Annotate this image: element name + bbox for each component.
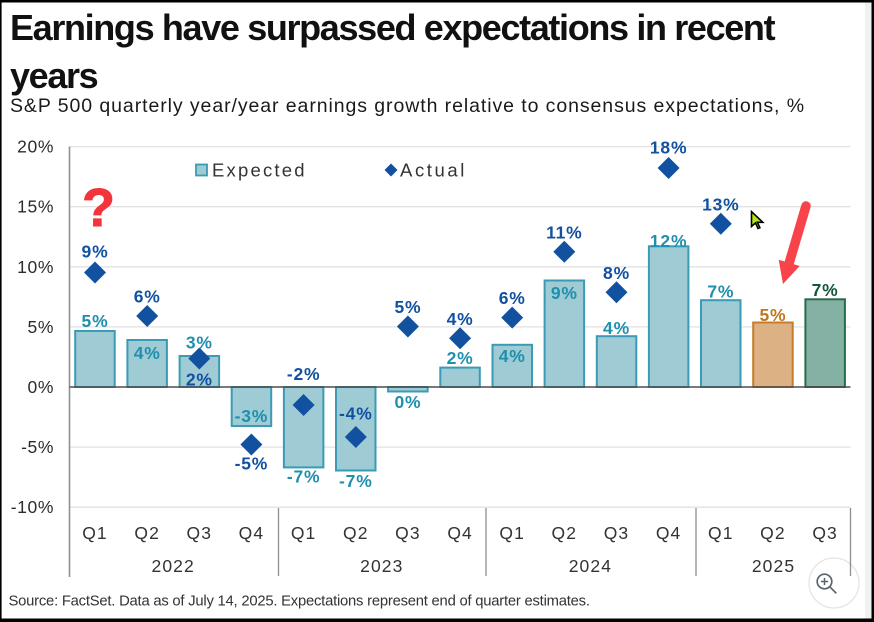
- svg-text:S&P 500 quarterly year/year ea: S&P 500 quarterly year/year earnings gro…: [10, 95, 805, 117]
- svg-text:2%: 2%: [186, 370, 213, 390]
- svg-text:12%: 12%: [650, 231, 687, 251]
- svg-text:9%: 9%: [82, 242, 109, 262]
- svg-text:Source: FactSet. Data as of Ju: Source: FactSet. Data as of July 14, 202…: [9, 594, 590, 610]
- svg-text:Q2: Q2: [552, 523, 578, 543]
- svg-text:9%: 9%: [551, 283, 578, 303]
- svg-text:2%: 2%: [447, 348, 474, 368]
- svg-text:15%: 15%: [17, 197, 54, 217]
- svg-text:7%: 7%: [707, 282, 734, 302]
- svg-text:Q2: Q2: [134, 523, 160, 543]
- svg-text:-3%: -3%: [235, 406, 269, 426]
- svg-text:6%: 6%: [499, 288, 526, 308]
- svg-text:Q3: Q3: [812, 523, 838, 543]
- svg-text:5%: 5%: [759, 305, 786, 325]
- svg-text:13%: 13%: [702, 194, 739, 214]
- svg-text:11%: 11%: [546, 222, 582, 242]
- svg-text:Q1: Q1: [499, 523, 525, 543]
- svg-text:6%: 6%: [134, 287, 161, 307]
- svg-text:0%: 0%: [394, 392, 421, 412]
- svg-text:8%: 8%: [603, 263, 630, 283]
- svg-text:2023: 2023: [360, 556, 403, 576]
- svg-text:Q4: Q4: [447, 523, 473, 543]
- svg-text:18%: 18%: [650, 138, 687, 158]
- svg-text:4%: 4%: [134, 343, 161, 363]
- svg-text:-7%: -7%: [339, 471, 373, 491]
- svg-text:-10%: -10%: [11, 497, 54, 517]
- svg-text:2024: 2024: [569, 556, 612, 576]
- svg-text:Q3: Q3: [395, 523, 421, 543]
- svg-text:Earnings have surpassed expect: Earnings have surpassed expectations in …: [10, 7, 776, 48]
- svg-text:4%: 4%: [447, 309, 474, 329]
- svg-text:Q2: Q2: [760, 523, 786, 543]
- svg-text:0%: 0%: [28, 377, 55, 397]
- svg-text:20%: 20%: [17, 137, 54, 157]
- svg-text:Q4: Q4: [239, 523, 265, 543]
- svg-text:Expected: Expected: [212, 160, 307, 181]
- svg-text:Q2: Q2: [343, 523, 369, 543]
- svg-text:-7%: -7%: [287, 467, 321, 487]
- svg-text:?: ?: [82, 178, 115, 238]
- svg-text:-2%: -2%: [287, 364, 321, 384]
- svg-text:years: years: [10, 55, 98, 96]
- svg-text:5%: 5%: [28, 317, 55, 337]
- svg-text:-4%: -4%: [339, 404, 373, 424]
- svg-text:Actual: Actual: [400, 160, 467, 181]
- svg-text:Q1: Q1: [708, 523, 734, 543]
- svg-text:2022: 2022: [152, 556, 195, 576]
- svg-text:-5%: -5%: [235, 454, 269, 474]
- svg-text:4%: 4%: [499, 346, 526, 366]
- svg-text:3%: 3%: [186, 333, 213, 353]
- svg-text:Q1: Q1: [291, 523, 317, 543]
- svg-text:-5%: -5%: [21, 437, 54, 457]
- svg-text:5%: 5%: [82, 311, 109, 331]
- svg-text:10%: 10%: [17, 257, 54, 277]
- svg-text:2025: 2025: [752, 556, 795, 576]
- svg-text:Q3: Q3: [187, 523, 213, 543]
- svg-text:Q4: Q4: [656, 523, 682, 543]
- svg-text:Q1: Q1: [82, 523, 108, 543]
- svg-text:7%: 7%: [812, 280, 839, 300]
- svg-text:5%: 5%: [394, 297, 421, 317]
- svg-text:4%: 4%: [603, 318, 630, 338]
- svg-text:Q3: Q3: [604, 523, 630, 543]
